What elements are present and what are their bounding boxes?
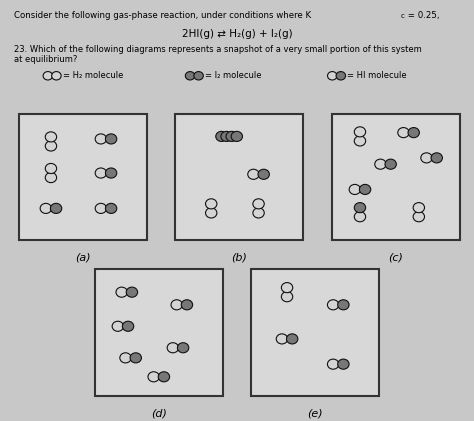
Circle shape (43, 72, 53, 80)
Circle shape (185, 72, 195, 80)
Circle shape (431, 153, 442, 163)
Circle shape (421, 153, 432, 163)
Circle shape (46, 163, 57, 173)
Circle shape (206, 199, 217, 209)
Circle shape (46, 141, 57, 151)
Circle shape (385, 159, 396, 169)
Bar (19, 114, 147, 240)
Circle shape (354, 203, 365, 213)
Circle shape (359, 184, 371, 195)
Circle shape (52, 72, 61, 80)
Text: = 0.25,: = 0.25, (405, 11, 440, 19)
Circle shape (116, 287, 128, 297)
Circle shape (328, 300, 339, 310)
Circle shape (171, 300, 182, 310)
Circle shape (112, 321, 124, 331)
Circle shape (95, 203, 107, 213)
Circle shape (105, 203, 117, 213)
Circle shape (253, 199, 264, 209)
Circle shape (354, 212, 365, 222)
Circle shape (158, 372, 170, 382)
Text: (a): (a) (75, 253, 91, 263)
Circle shape (206, 208, 217, 218)
Text: c: c (401, 13, 404, 19)
Circle shape (282, 292, 293, 302)
Circle shape (221, 131, 232, 141)
Text: 2HI(g) ⇄ H₂(g) + I₂(g): 2HI(g) ⇄ H₂(g) + I₂(g) (182, 29, 292, 40)
Text: 23. Which of the following diagrams represents a snapshot of a very small portio: 23. Which of the following diagrams repr… (14, 45, 422, 64)
Circle shape (337, 359, 349, 369)
Circle shape (126, 287, 137, 297)
Circle shape (336, 72, 346, 80)
Circle shape (398, 128, 409, 138)
Circle shape (105, 168, 117, 178)
Circle shape (95, 134, 107, 144)
Bar (95, 269, 223, 396)
Bar (251, 269, 379, 396)
Circle shape (328, 72, 337, 80)
Circle shape (408, 128, 419, 138)
Circle shape (375, 159, 386, 169)
Circle shape (194, 72, 203, 80)
Text: (e): (e) (308, 408, 323, 418)
Circle shape (130, 353, 141, 363)
Text: (c): (c) (388, 253, 403, 263)
Circle shape (354, 127, 365, 137)
Circle shape (276, 334, 288, 344)
Circle shape (328, 359, 339, 369)
Circle shape (181, 300, 192, 310)
Bar (332, 114, 460, 240)
Text: Consider the following gas-phase reaction, under conditions where K: Consider the following gas-phase reactio… (14, 11, 311, 19)
Circle shape (40, 203, 52, 213)
Circle shape (177, 343, 189, 353)
Circle shape (253, 208, 264, 218)
Circle shape (354, 136, 365, 146)
Circle shape (248, 169, 259, 179)
Circle shape (46, 173, 57, 183)
Text: = I₂ molecule: = I₂ molecule (205, 71, 262, 80)
Circle shape (148, 372, 159, 382)
Circle shape (231, 131, 243, 141)
Circle shape (46, 132, 57, 142)
Circle shape (105, 134, 117, 144)
Circle shape (95, 168, 107, 178)
Circle shape (282, 282, 293, 293)
Circle shape (120, 353, 131, 363)
Circle shape (413, 203, 425, 213)
Circle shape (413, 212, 425, 222)
Text: = HI molecule: = HI molecule (347, 71, 407, 80)
Circle shape (216, 131, 227, 141)
Circle shape (167, 343, 179, 353)
Circle shape (122, 321, 134, 331)
Circle shape (50, 203, 62, 213)
Circle shape (258, 169, 269, 179)
Circle shape (226, 131, 237, 141)
Text: (b): (b) (231, 253, 247, 263)
Circle shape (337, 300, 349, 310)
Bar (175, 114, 303, 240)
Text: (d): (d) (151, 408, 167, 418)
Text: = H₂ molecule: = H₂ molecule (63, 71, 123, 80)
Circle shape (349, 184, 361, 195)
Circle shape (286, 334, 298, 344)
